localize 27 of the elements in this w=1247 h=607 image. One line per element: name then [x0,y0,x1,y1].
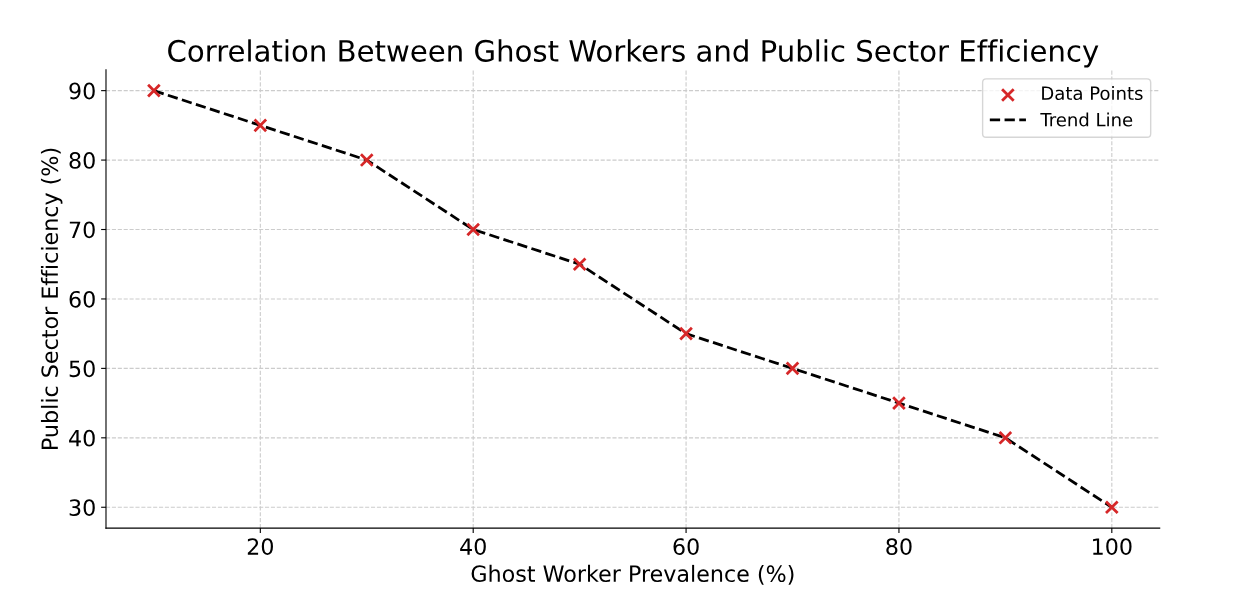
y-tick-label: 90 [69,82,95,100]
x-tick-label: 80 [886,538,912,556]
x-tick-label: 60 [673,538,699,556]
point [785,361,800,376]
point [678,326,694,341]
point [1104,500,1120,515]
y-tick-label: 30 [69,499,95,517]
y-tick-label: 80 [69,152,95,169]
point [253,118,268,133]
legend-label: Data Points [1042,86,1143,101]
point [359,152,374,168]
y-tick-label: 50 [69,360,95,378]
x-tick-label: 20 [247,538,273,556]
y-axis-title: Public Sector Efficiency (%) [40,148,63,449]
point [891,395,907,411]
point [572,257,587,272]
x-axis-title: Ghost Worker Prevalence (%) [471,564,794,585]
legend-label: Trend Line [1040,112,1133,127]
y-tick-label: 70 [69,221,95,239]
point [466,222,481,237]
point [998,430,1013,446]
x-tick-label: 100 [1093,538,1132,556]
point [146,83,162,98]
chart-title: Correlation Between Ghost Workers and Public Sector Efficiency [168,39,1099,68]
y-tick-label: 60 [69,290,95,308]
x-tick-label: 40 [460,538,486,556]
y-tick-label: 40 [69,429,95,447]
